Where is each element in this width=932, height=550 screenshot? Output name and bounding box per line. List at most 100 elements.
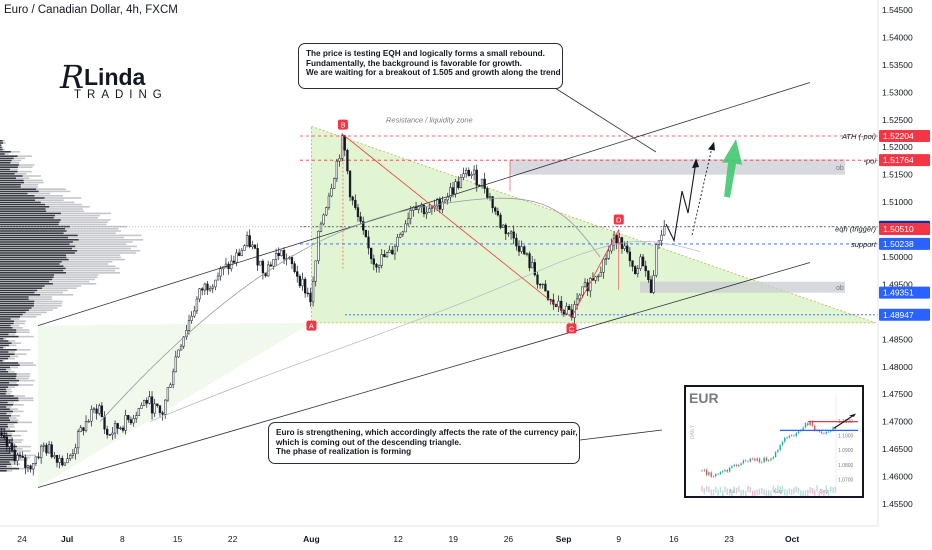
volume-profile-bar: [0, 311, 26, 314]
candle-body: [636, 268, 639, 274]
candle-body: [655, 244, 658, 276]
volume-profile-bar: [68, 236, 124, 239]
volume-profile-bar: [23, 179, 43, 182]
volume-profile-bar: [8, 351, 16, 353]
candle-body: [499, 214, 502, 228]
volume-profile-bar: [0, 417, 10, 419]
inset-candle-body: [814, 425, 816, 431]
volume-profile-bar: [0, 463, 12, 465]
candle-body: [575, 298, 579, 305]
top-note-line: Fundamentally, the background is favorab…: [306, 58, 522, 68]
volume-profile-bar: [0, 355, 11, 358]
inset-x-tick: Aug: [774, 489, 783, 495]
volume-profile-bar: [31, 307, 58, 309]
volume-profile-bar: [0, 434, 12, 437]
inset-candle-body: [804, 423, 807, 428]
volume-profile-bar: [16, 375, 30, 377]
volume-profile-bar: [0, 195, 35, 197]
candle-body: [92, 408, 96, 410]
volume-profile-bar: [0, 203, 46, 206]
inset-volume-bar: [754, 489, 756, 496]
volume-profile-bar: [77, 234, 142, 237]
volume-profile-bar: [0, 212, 62, 215]
volume-profile-bar: [0, 443, 6, 446]
volume-profile-bar: [0, 382, 10, 384]
volume-profile-bar: [6, 390, 13, 393]
triangle-area: [311, 125, 877, 324]
volume-profile-bar: [0, 401, 8, 404]
volume-profile-bar: [0, 333, 9, 336]
inset-price-tick: 1.0900: [838, 448, 854, 454]
logo-initial: R: [60, 58, 85, 96]
candle-body: [298, 276, 302, 287]
inset-volume-bar: [832, 487, 834, 494]
volume-profile-bar: [60, 219, 111, 221]
candle-body: [599, 272, 602, 277]
volume-profile-bar: [0, 426, 9, 428]
moving-average-line: [99, 197, 601, 422]
eqh-label: eqh (trigger): [835, 224, 876, 233]
volume-profile-bar: [0, 162, 11, 164]
volume-profile-bar: [0, 276, 54, 278]
volume-profile-bar: [18, 384, 34, 386]
inset-volume-bar: [738, 486, 740, 493]
inset-volume-bar: [784, 489, 786, 496]
candle-body: [560, 300, 563, 311]
swing-point-label: D: [616, 216, 622, 225]
eur-inset-chart: EUR 1.11001.10001.09001.08001.0700DAILYJ…: [684, 385, 864, 498]
price-badge: [879, 308, 930, 321]
volume-profile-bar: [33, 305, 62, 307]
volume-profile-bar: [0, 267, 66, 270]
candle-body: [581, 286, 584, 296]
candle-body: [486, 188, 489, 198]
candle-body: [103, 416, 106, 430]
candle-body: [185, 330, 188, 338]
inset-candle-body: [784, 437, 786, 442]
candle-body: [240, 250, 243, 256]
volume-profile-bar: [0, 366, 10, 369]
volume-profile-bar: [0, 342, 12, 344]
inset-volume-bar: [779, 486, 781, 493]
candle-body: [116, 423, 119, 429]
inset-volume-bar: [735, 487, 738, 494]
candle-body: [396, 237, 399, 247]
volume-profile-bar: [0, 386, 9, 388]
inset-volume-bar: [705, 485, 708, 492]
candle-body: [327, 195, 331, 208]
y-tick-label: 1.53000: [882, 87, 913, 97]
volume-profile-bar: [59, 221, 109, 223]
volume-profile-bar: [0, 168, 10, 171]
candle-body: [338, 158, 341, 162]
candle-body: [583, 282, 587, 288]
x-tick-label: 8: [120, 534, 125, 544]
candle-body: [164, 399, 167, 415]
x-tick-label: 23: [724, 534, 734, 544]
volume-profile-bar: [0, 298, 29, 300]
inset-candle-body: [807, 423, 809, 426]
volume-profile-bar: [0, 289, 38, 292]
inset-candle-body: [788, 435, 791, 438]
candle-body: [113, 423, 117, 434]
candle-body: [515, 237, 518, 247]
volume-profile-bar: [10, 355, 19, 358]
candle-body: [346, 150, 349, 172]
volume-profile-bar: [0, 254, 67, 256]
y-tick-label: 1.54500: [882, 5, 913, 15]
volume-profile-bar: [0, 324, 11, 327]
inset-volume-bar: [816, 485, 818, 492]
volume-profile-bar: [10, 415, 20, 417]
volume-profile-bar: [0, 408, 10, 410]
volume-profile-bar: [12, 327, 23, 329]
inset-volume-bar: [827, 490, 830, 496]
volume-profile-bar: [0, 421, 18, 424]
volume-profile-bar: [6, 412, 12, 415]
volume-profile-bar: [6, 470, 13, 472]
volume-profile-layer: [0, 140, 144, 472]
volume-profile-bar: [0, 404, 14, 406]
volume-profile-bar: [10, 151, 20, 153]
volume-profile-bar: [0, 450, 17, 452]
volume-profile-bar: [6, 432, 13, 435]
volume-profile-bar: [3, 338, 7, 340]
volume-profile-bar: [28, 296, 53, 298]
